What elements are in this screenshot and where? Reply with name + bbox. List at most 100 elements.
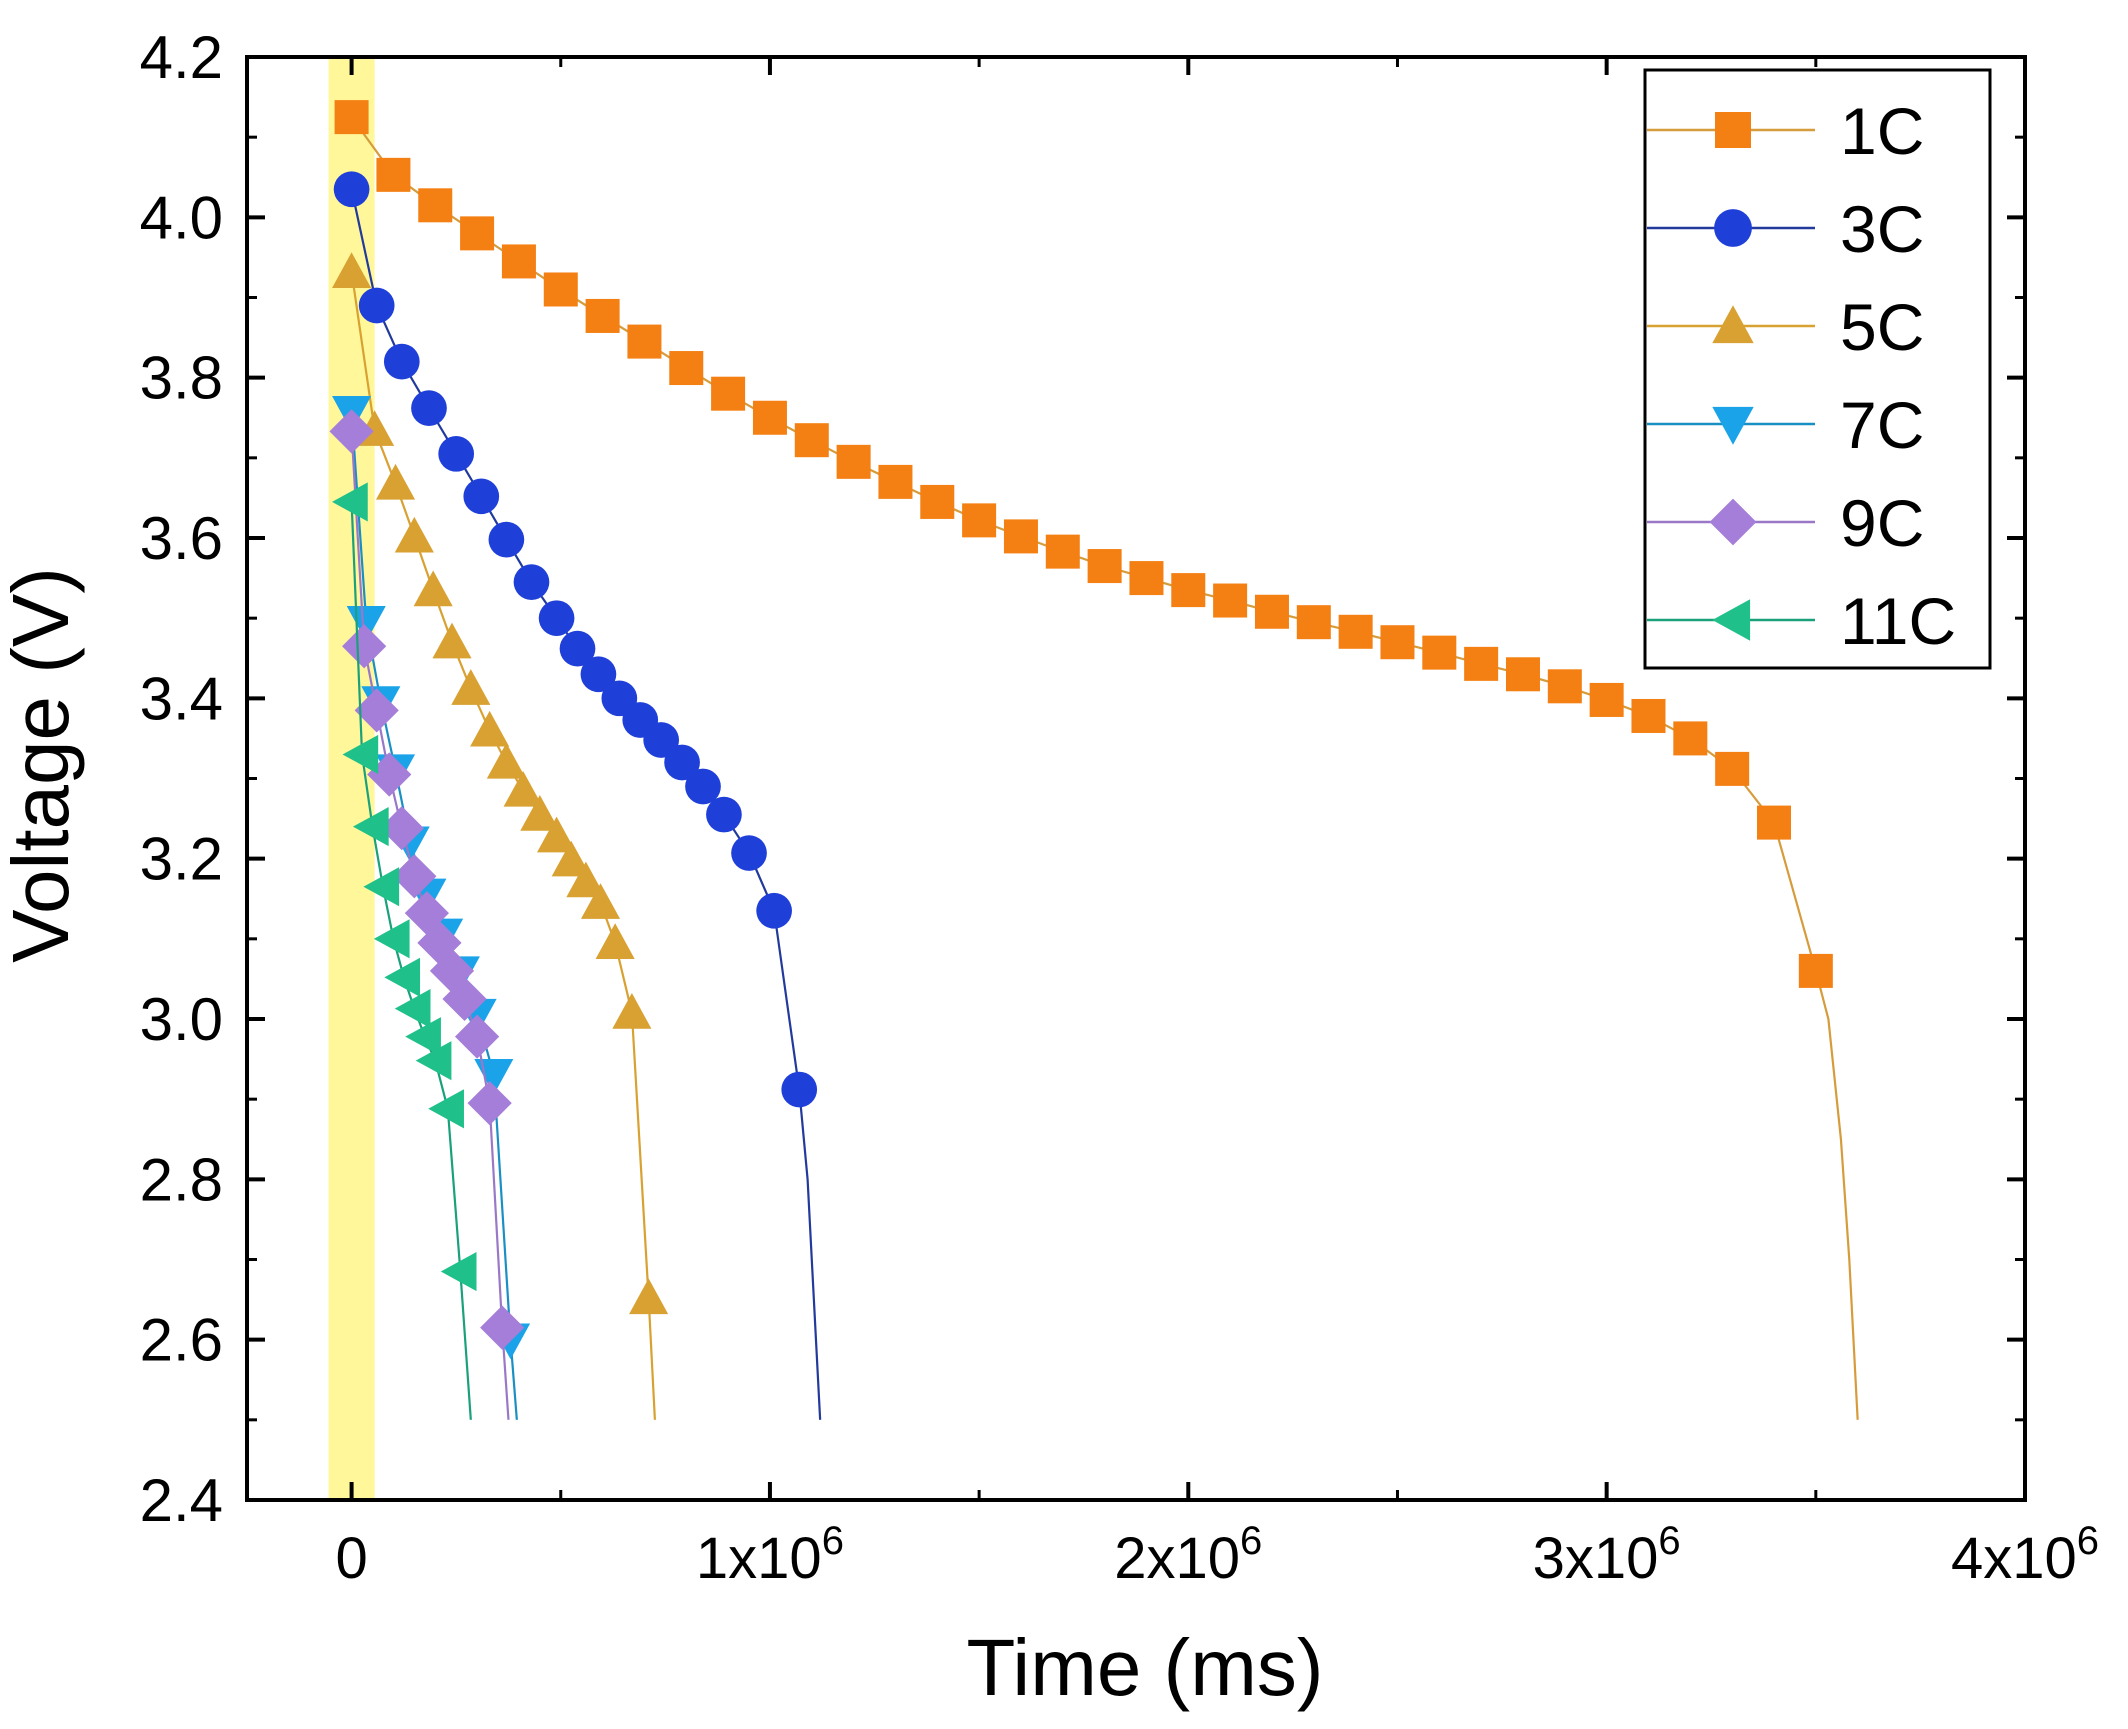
point-1C-13 <box>878 464 913 499</box>
point-5C-5 <box>432 622 472 659</box>
point-1C-2 <box>418 188 453 223</box>
point-1C-29 <box>1547 669 1582 704</box>
point-1C-35 <box>1798 953 1833 988</box>
point-3C-7 <box>513 564 550 600</box>
point-1C-17 <box>1045 534 1080 569</box>
point-11C-10 <box>440 1251 477 1292</box>
point-1C-4 <box>501 244 536 279</box>
point-1C-26 <box>1422 635 1457 670</box>
point-1C-25 <box>1380 625 1415 660</box>
point-3C-17 <box>731 835 767 871</box>
legend-marker-11C <box>1712 599 1751 641</box>
y-tick-label-2.6: 2.6 <box>140 1307 223 1374</box>
legend-label-1C: 1C <box>1840 94 1924 168</box>
point-1C-23 <box>1296 605 1331 640</box>
point-1C-6 <box>585 298 620 333</box>
point-5C-9 <box>503 770 543 807</box>
legend-label-9C: 9C <box>1840 486 1924 560</box>
legend-marker-5C <box>1712 305 1754 344</box>
x-tick-label-4: 4x106 <box>1951 1519 2099 1591</box>
point-9C-10 <box>454 1014 500 1059</box>
point-1C-32 <box>1673 721 1708 756</box>
point-1C-7 <box>627 324 662 359</box>
legend-box <box>1643 68 1992 670</box>
point-3C-0 <box>333 171 370 208</box>
point-11C-6 <box>394 989 431 1029</box>
point-11C-2 <box>352 807 389 847</box>
point-1C-20 <box>1171 573 1206 608</box>
legend-label-11C: 11C <box>1840 584 1956 658</box>
y-tick-label-2.4: 2.4 <box>140 1467 223 1534</box>
point-9C-4 <box>379 806 424 851</box>
point-1C-18 <box>1087 549 1122 584</box>
series-9C <box>329 409 525 1420</box>
point-3C-3 <box>411 390 447 426</box>
y-tick-label-3.6: 3.6 <box>140 505 223 572</box>
point-1C-3 <box>460 216 495 251</box>
point-5C-10 <box>520 795 560 831</box>
series-line-1C <box>350 116 1859 1420</box>
point-9C-9 <box>442 976 487 1022</box>
point-3C-6 <box>488 521 525 558</box>
point-11C-8 <box>415 1041 452 1081</box>
legend-label-7C: 7C <box>1840 388 1924 462</box>
point-9C-0 <box>329 409 374 454</box>
point-1C-11 <box>794 423 829 458</box>
point-3C-15 <box>685 768 721 805</box>
point-11C-5 <box>384 957 421 997</box>
point-3C-4 <box>438 435 475 472</box>
point-3C-8 <box>538 600 575 637</box>
point-1C-16 <box>1003 519 1038 554</box>
point-3C-18 <box>756 892 792 929</box>
y-tick-label-4.0: 4.0 <box>140 184 223 251</box>
series-5C <box>332 252 669 1420</box>
point-5C-15 <box>595 923 635 959</box>
point-5C-4 <box>413 570 453 607</box>
point-3C-14 <box>664 744 700 781</box>
point-5C-12 <box>551 840 591 877</box>
legend-label-5C: 5C <box>1840 290 1924 364</box>
point-3C-5 <box>463 478 500 515</box>
point-3C-16 <box>706 796 742 833</box>
series-layer <box>329 100 1859 1420</box>
x-tick-label-0: 0 <box>335 1526 367 1591</box>
point-11C-9 <box>428 1089 464 1129</box>
point-1C-22 <box>1254 594 1289 629</box>
point-3C-19 <box>781 1071 818 1108</box>
point-5C-0 <box>332 252 372 288</box>
point-5C-11 <box>537 816 577 853</box>
legend-marker-7C <box>1712 406 1754 445</box>
point-11C-7 <box>405 1017 441 1057</box>
point-1C-34 <box>1756 805 1791 840</box>
point-9C-11 <box>467 1081 512 1126</box>
point-5C-16 <box>612 993 652 1029</box>
point-5C-7 <box>470 710 510 747</box>
y-tick-label-3.4: 3.4 <box>140 665 223 732</box>
point-9C-12 <box>480 1305 525 1350</box>
point-1C-19 <box>1129 561 1164 596</box>
point-1C-8 <box>669 351 704 386</box>
point-1C-30 <box>1589 682 1624 717</box>
y-tick-label-4.2: 4.2 <box>140 24 223 91</box>
point-3C-13 <box>643 722 680 758</box>
point-3C-2 <box>383 343 420 380</box>
point-1C-24 <box>1338 614 1373 649</box>
point-1C-9 <box>711 376 746 411</box>
point-1C-27 <box>1464 646 1499 681</box>
point-11C-4 <box>373 919 410 959</box>
point-5C-13 <box>566 861 606 898</box>
y-tick-label-3.0: 3.0 <box>140 986 223 1053</box>
legend-label-3C: 3C <box>1840 192 1924 266</box>
series-3C <box>333 171 822 1420</box>
point-5C-8 <box>486 742 526 779</box>
point-1C-15 <box>962 503 997 538</box>
point-9C-5 <box>392 854 437 899</box>
axis-layer: 2.4 2.6 2.8 3.0 3.2 3.4 3.6 3.8 4.0 4.2 0 1x106 2x10… <box>140 24 2099 1591</box>
point-9C-6 <box>404 891 449 936</box>
x-tick-label-3: 3x106 <box>1533 1519 1681 1591</box>
point-1C-0 <box>334 100 369 135</box>
legend-marker-1C <box>1715 112 1751 148</box>
point-9C-2 <box>354 688 399 733</box>
point-5C-17 <box>629 1278 669 1315</box>
